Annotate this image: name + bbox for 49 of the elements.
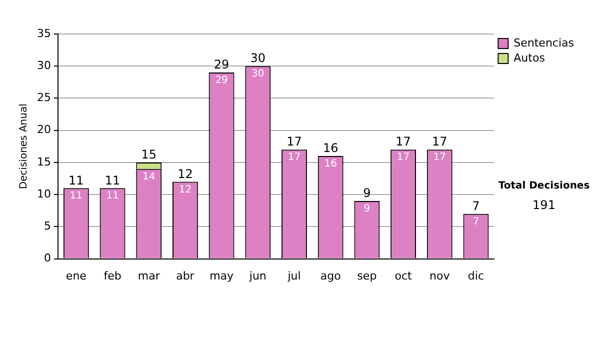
total-label: 9 xyxy=(363,186,371,200)
x-tick-label: dic xyxy=(468,269,484,282)
data-label: 14 xyxy=(142,171,156,182)
data-label: 29 xyxy=(215,75,228,86)
total-label: 30 xyxy=(250,51,266,66)
data-label: 30 xyxy=(252,68,264,80)
total-label: 17 xyxy=(432,134,448,149)
y-tick-label: 35 xyxy=(36,26,51,40)
total-label: 29 xyxy=(214,58,230,72)
x-tick-label: ene xyxy=(66,269,87,282)
x-tick-label: mar xyxy=(138,269,160,282)
text: Total Decisiones xyxy=(498,180,590,192)
x-tick-label: abr xyxy=(176,269,195,282)
x-tick-label: sep xyxy=(357,269,377,282)
data-label: 11 xyxy=(70,190,83,202)
total-label: 17 xyxy=(396,134,411,149)
legend-label: Sentencias xyxy=(514,36,574,50)
data-label: 17 xyxy=(433,152,446,164)
total-label: 16 xyxy=(322,141,338,156)
y-tick-label: 15 xyxy=(36,155,51,168)
x-tick-label: jul xyxy=(286,269,301,282)
y-tick-label: 10 xyxy=(36,187,51,200)
data-label: 17 xyxy=(288,152,301,164)
data-label: 7 xyxy=(472,216,480,228)
y-tick-label: 5 xyxy=(44,220,51,233)
y-tick-label: 25 xyxy=(36,91,51,104)
x-tick-label: oct xyxy=(394,269,413,282)
total-label: 15 xyxy=(141,148,157,162)
total-label: 11 xyxy=(104,173,120,188)
total-label: 17 xyxy=(286,134,302,149)
total-label: 12 xyxy=(178,166,193,181)
y-axis-title: Decisiones Anual xyxy=(18,104,30,190)
x-tick-label: nov xyxy=(430,269,450,282)
x-tick-label: feb xyxy=(104,269,122,282)
data-label: 11 xyxy=(106,190,119,202)
y-tick-label: 30 xyxy=(36,58,51,72)
text: 191 xyxy=(532,198,556,212)
y-tick-label: 0 xyxy=(44,252,51,265)
data-label: 17 xyxy=(396,152,410,164)
data-label: 9 xyxy=(364,204,370,215)
x-tick-label: jun xyxy=(248,269,266,282)
x-tick-label: ago xyxy=(320,269,342,282)
legend-label: Autos xyxy=(514,51,546,64)
data-label: 16 xyxy=(324,158,337,170)
total-label: 11 xyxy=(68,173,84,188)
data-label: 12 xyxy=(178,184,192,196)
x-tick-label: may xyxy=(210,269,234,282)
y-tick-label: 20 xyxy=(36,123,51,136)
total-label: 7 xyxy=(472,198,480,213)
